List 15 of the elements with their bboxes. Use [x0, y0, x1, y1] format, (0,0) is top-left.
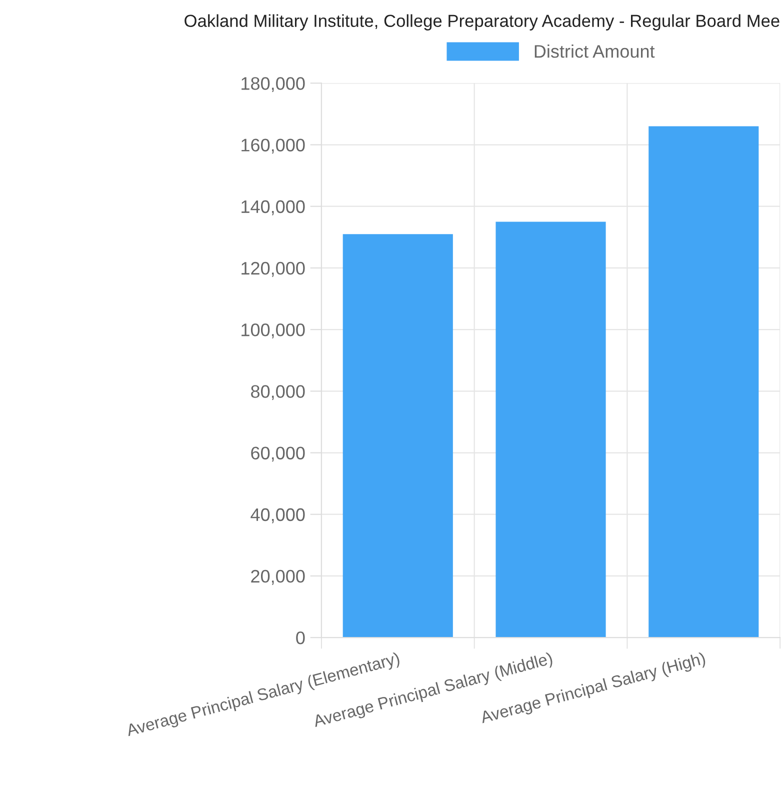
y-tick-label: 20,000 [251, 570, 305, 585]
y-tick-label: 40,000 [250, 508, 305, 524]
y-tick-label: 180,000 [242, 77, 305, 92]
bar [496, 222, 606, 638]
y-tick-label: 80,000 [251, 385, 305, 400]
chart-title: Oakland Military Institute, College Preparatory Academy - Regular Board Mee [184, 14, 780, 30]
y-tick-label: 0 [296, 631, 305, 644]
y-tick-label: 160,000 [242, 138, 305, 154]
y-tick-label: 60,000 [251, 446, 305, 462]
legend-label: District Amount [534, 44, 655, 58]
y-tick-label: 100,000 [242, 323, 305, 338]
bar [648, 126, 759, 638]
y-tick-label: 140,000 [242, 200, 305, 216]
y-tick-label: 120,000 [242, 262, 305, 277]
bar [342, 234, 453, 638]
